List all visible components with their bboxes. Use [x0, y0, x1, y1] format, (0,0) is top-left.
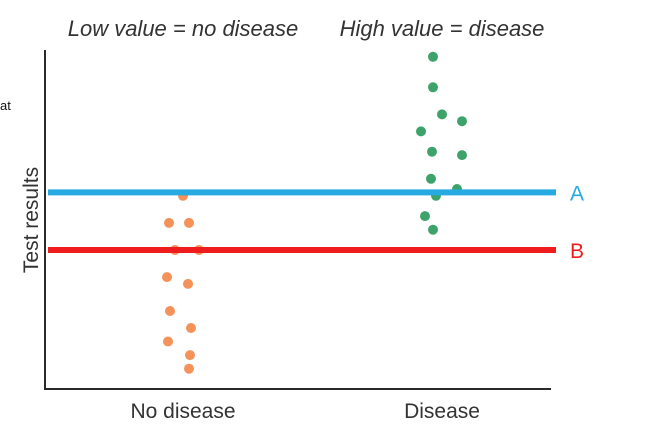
x-tick-no-disease: No disease [130, 400, 235, 423]
disease-point-1 [428, 51, 438, 62]
no-disease-point-9 [186, 323, 196, 333]
no-disease-point-8 [165, 306, 175, 316]
disease-point-12 [428, 224, 438, 235]
chart-title-right: High value = disease [340, 16, 545, 41]
no-disease-point-10 [163, 336, 173, 347]
no-disease-point-6 [162, 272, 172, 283]
disease-point-4 [457, 116, 467, 127]
series-no-disease [162, 190, 204, 374]
no-disease-point-11 [185, 350, 195, 361]
disease-point-2 [428, 82, 438, 93]
series-disease [416, 51, 467, 235]
disease-point-5 [416, 126, 426, 137]
threshold-label-a: A [570, 182, 584, 205]
no-disease-point-7 [183, 278, 193, 289]
disease-point-8 [426, 173, 436, 184]
no-disease-point-3 [184, 217, 194, 228]
no-disease-point-2 [164, 217, 174, 228]
disease-point-7 [427, 146, 437, 157]
disease-point-3 [437, 109, 447, 120]
chart-title-left: Low value = no disease [68, 16, 299, 41]
no-disease-point-12 [184, 363, 194, 374]
disease-point-11 [420, 211, 430, 222]
y-axis-label: Test results [20, 167, 43, 273]
x-tick-disease: Disease [404, 400, 480, 423]
threshold-label-b: B [570, 240, 584, 263]
side-text-fragment: at [0, 98, 11, 113]
disease-point-6 [457, 150, 467, 161]
